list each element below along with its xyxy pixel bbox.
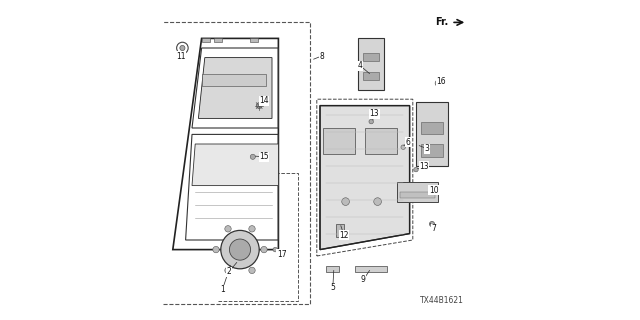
Text: 1: 1 [220, 285, 225, 294]
Bar [421, 144, 443, 157]
Circle shape [261, 246, 268, 253]
Text: 7: 7 [431, 224, 436, 233]
Circle shape [374, 198, 381, 205]
Text: 8: 8 [319, 52, 324, 60]
Circle shape [249, 226, 255, 232]
Bar [323, 128, 355, 154]
Bar [365, 128, 397, 154]
Text: 13: 13 [419, 162, 429, 171]
Circle shape [249, 267, 255, 274]
Circle shape [429, 221, 435, 227]
Bar [336, 224, 344, 237]
Bar [400, 192, 435, 198]
Circle shape [414, 167, 419, 172]
Circle shape [225, 267, 231, 274]
Text: Fr.: Fr. [435, 17, 448, 28]
Text: 6: 6 [406, 138, 410, 147]
Circle shape [225, 226, 231, 232]
Bar [250, 38, 258, 42]
Bar [416, 102, 448, 166]
Text: 12: 12 [339, 231, 349, 240]
Bar [397, 182, 438, 202]
Text: 9: 9 [361, 276, 365, 284]
Circle shape [230, 239, 251, 260]
Circle shape [221, 230, 259, 269]
Text: 17: 17 [276, 250, 287, 259]
Circle shape [212, 246, 219, 253]
Circle shape [435, 80, 442, 86]
Circle shape [273, 247, 278, 252]
Polygon shape [320, 106, 410, 250]
Text: 13: 13 [369, 109, 380, 118]
Polygon shape [192, 144, 278, 186]
Text: TX44B1621: TX44B1621 [420, 296, 463, 305]
Bar [421, 122, 443, 134]
Text: 11: 11 [176, 52, 186, 60]
Circle shape [180, 45, 185, 51]
Polygon shape [198, 58, 272, 118]
Circle shape [342, 198, 349, 205]
Bar [326, 266, 339, 272]
Text: 15: 15 [259, 152, 269, 161]
Bar [214, 38, 223, 42]
Text: 16: 16 [436, 77, 446, 86]
Bar [364, 53, 379, 61]
Text: 4: 4 [358, 61, 362, 70]
Circle shape [401, 145, 406, 149]
Bar [202, 74, 266, 86]
Text: 5: 5 [330, 284, 335, 292]
Circle shape [256, 103, 262, 108]
Bar [364, 72, 379, 80]
Bar [355, 266, 387, 272]
Bar [202, 38, 210, 42]
Text: 3: 3 [425, 144, 429, 153]
Circle shape [369, 119, 374, 124]
Text: 14: 14 [259, 96, 269, 105]
Bar [358, 38, 384, 90]
Circle shape [250, 154, 255, 159]
Text: 10: 10 [429, 186, 438, 195]
Text: 2: 2 [227, 268, 231, 276]
